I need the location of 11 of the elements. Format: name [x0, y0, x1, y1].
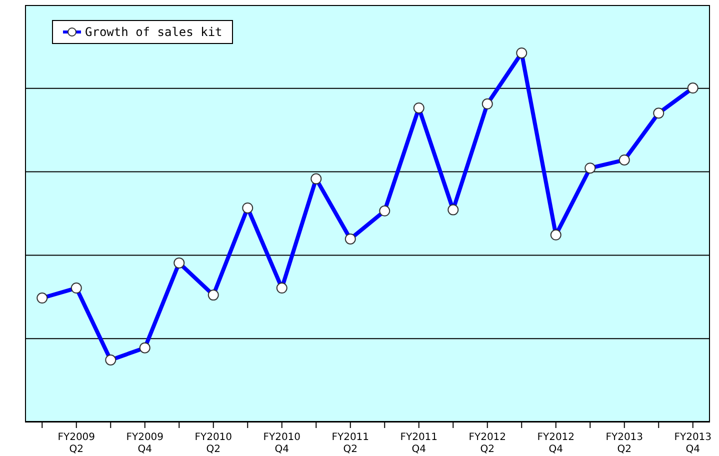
- x-tick-label: FY2013 Q2: [606, 432, 644, 455]
- x-tick-label: FY2013 Q4: [674, 432, 712, 455]
- x-tick-label: FY2012 Q4: [537, 432, 575, 455]
- x-tick-label: FY2012 Q2: [468, 432, 506, 455]
- x-tick-label: FY2010 Q2: [194, 432, 232, 455]
- x-tick-label: FY2011 Q2: [332, 432, 370, 455]
- x-tick-label: FY2011 Q4: [400, 432, 438, 455]
- x-tick-label: FY2010 Q4: [263, 432, 301, 455]
- x-tick-label: FY2009 Q4: [126, 432, 164, 455]
- legend-label: Growth of sales kit: [85, 25, 222, 39]
- x-tick-label: FY2009 Q2: [58, 432, 96, 455]
